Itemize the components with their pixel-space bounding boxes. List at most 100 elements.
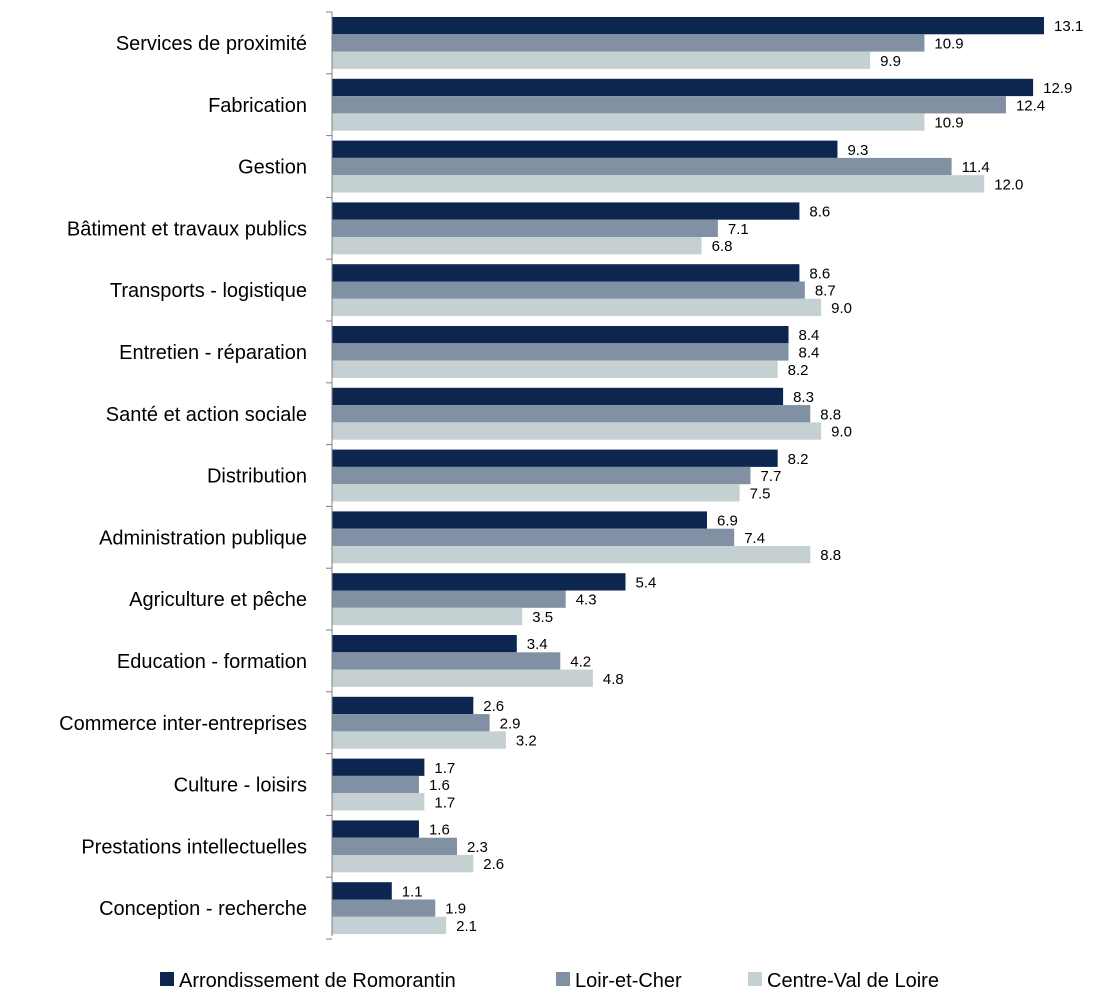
value-label: 2.6	[483, 856, 504, 873]
bar-1-9	[332, 511, 708, 529]
bar-3-14	[332, 855, 474, 873]
value-label: 7.1	[728, 221, 749, 238]
value-label: 8.3	[793, 389, 814, 406]
category-label: Agriculture et pêche	[129, 589, 307, 611]
value-label: 3.4	[527, 636, 548, 653]
bar-1-3	[332, 140, 838, 158]
bar-3-7	[332, 422, 822, 440]
bar-3-2	[332, 113, 925, 131]
bar-3-5	[332, 298, 822, 317]
bar-2-9	[332, 528, 735, 546]
bar-2-12	[332, 714, 490, 732]
category-label: Fabrication	[208, 95, 307, 117]
bar-2-1	[332, 34, 925, 52]
bar-3-15	[332, 916, 447, 935]
value-label: 8.6	[809, 204, 830, 221]
category-label: Education - formation	[117, 651, 307, 673]
category-label: Prestations intellectuelles	[81, 836, 307, 858]
bar-2-7	[332, 405, 811, 423]
bar-2-2	[332, 96, 1006, 114]
value-label: 9.0	[831, 424, 852, 441]
value-label: 2.9	[500, 715, 521, 732]
value-label: 8.4	[799, 327, 820, 344]
category-label: Gestion	[238, 157, 307, 179]
bar-1-14	[332, 820, 419, 838]
bar-3-12	[332, 731, 506, 749]
value-label: 3.2	[516, 733, 537, 750]
bar-3-1	[332, 51, 871, 69]
bar-3-6	[332, 360, 778, 378]
bar-2-8	[332, 466, 751, 485]
bar-2-11	[332, 652, 561, 670]
bar-1-2	[332, 78, 1034, 97]
value-label: 4.8	[603, 671, 624, 688]
bar-1-8	[332, 449, 778, 467]
y-axis	[326, 11, 333, 940]
bar-1-12	[332, 696, 474, 715]
value-label: 8.6	[809, 265, 830, 282]
bar-2-15	[332, 899, 436, 917]
bar-2-3	[332, 157, 952, 176]
legend-label-1: Arrondissement de Romorantin	[179, 970, 456, 991]
value-label: 1.6	[429, 822, 450, 839]
bar-3-10	[332, 607, 523, 626]
value-label: 4.2	[570, 653, 591, 670]
value-label: 4.3	[576, 592, 597, 609]
bar-1-7	[332, 387, 784, 406]
value-labels-group: 13.1 10.9 9.9 12.912.4 10.9 9.3 11.412.0 8.6 7.1…	[402, 18, 1083, 935]
bar-2-10	[332, 590, 566, 608]
bar-1-1	[332, 17, 1044, 35]
bar-1-6	[332, 326, 789, 344]
bar-3-4	[332, 237, 702, 255]
value-label: 12.0	[994, 176, 1023, 193]
bar-1-4	[332, 202, 800, 220]
value-label: 8.2	[788, 362, 809, 379]
value-label: 10.9	[934, 35, 963, 52]
value-label: 1.6	[429, 777, 450, 794]
value-label: 12.4	[1016, 97, 1045, 114]
value-label: 5.4	[635, 574, 656, 591]
bar-3-8	[332, 484, 740, 502]
bar-2-14	[332, 837, 458, 855]
legend-swatch-1	[160, 972, 174, 986]
value-label: 6.9	[717, 513, 738, 530]
value-label: 1.7	[434, 760, 455, 777]
value-label: 10.9	[934, 115, 963, 132]
legend-label-2: Loir-et-Cher	[575, 970, 682, 991]
value-label: 3.5	[532, 609, 553, 626]
category-label: Administration publique	[99, 527, 307, 549]
value-label: 6.8	[712, 238, 733, 255]
category-labels-group: Services de proximité Fabrication Gestion B…	[59, 33, 307, 920]
bar-3-13	[332, 793, 425, 811]
legend-label-3: Centre-Val de Loire	[767, 970, 939, 991]
value-label: 11.4	[962, 159, 990, 176]
bar-1-10	[332, 573, 626, 591]
value-label: 8.4	[799, 344, 820, 361]
value-label: 7.5	[750, 485, 771, 502]
value-label: 1.7	[434, 794, 455, 811]
legend-swatch-3	[748, 972, 762, 986]
value-label: 13.1	[1054, 18, 1083, 35]
bar-1-13	[332, 758, 425, 776]
category-label: Transports - logistique	[110, 280, 307, 302]
bar-2-4	[332, 219, 718, 237]
value-label: 9.0	[831, 300, 852, 317]
value-label: 7.4	[744, 530, 765, 547]
category-label: Culture - loisirs	[174, 775, 307, 797]
bar-1-5	[332, 264, 800, 282]
legend: Arrondissement de Romorantin Loir-et-Cher…	[160, 970, 939, 991]
bars-group	[332, 17, 1044, 935]
value-label: 9.9	[880, 53, 901, 70]
category-label: Services de proximité	[116, 33, 307, 55]
value-label: 8.7	[815, 283, 836, 300]
category-label: Santé et action sociale	[106, 404, 307, 426]
value-label: 1.1	[402, 883, 423, 900]
value-label: 2.3	[467, 839, 488, 856]
bar-3-3	[332, 175, 985, 193]
value-label: 8.8	[820, 406, 841, 423]
bar-1-11	[332, 635, 517, 653]
category-label: Commerce inter-entreprises	[59, 713, 307, 735]
legend-swatch-2	[556, 972, 570, 986]
category-label: Distribution	[207, 466, 307, 488]
